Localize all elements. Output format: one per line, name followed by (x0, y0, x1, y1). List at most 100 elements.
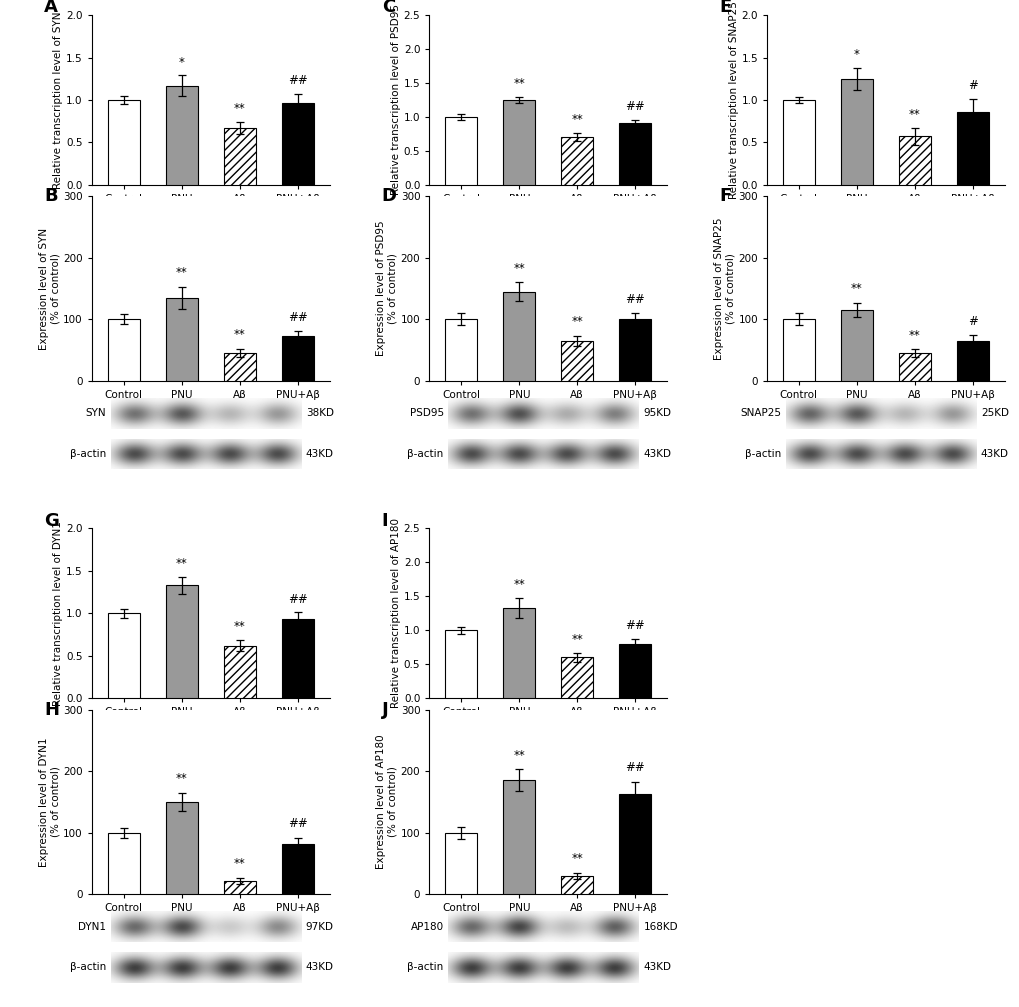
Text: **: ** (175, 772, 187, 785)
Text: ##: ## (625, 761, 644, 774)
Text: 43KD: 43KD (643, 963, 671, 973)
Text: **: ** (513, 262, 525, 275)
Text: DYN1: DYN1 (78, 921, 106, 931)
Text: **: ** (233, 102, 246, 115)
Text: E: E (718, 0, 731, 16)
Y-axis label: Expression level of SYN
(% of control): Expression level of SYN (% of control) (39, 228, 60, 349)
Bar (445, 117, 477, 184)
Text: ##: ## (287, 818, 307, 830)
Text: **: ** (233, 620, 246, 632)
Text: β-actin: β-actin (407, 449, 443, 459)
Bar (223, 128, 256, 184)
Text: **: ** (571, 315, 583, 328)
Text: *: * (178, 55, 184, 68)
Text: **: ** (908, 108, 920, 121)
Text: SNAP25: SNAP25 (740, 409, 781, 419)
Text: PSD95: PSD95 (409, 409, 443, 419)
Bar (165, 86, 198, 184)
Y-axis label: Relative transcription level of SYN: Relative transcription level of SYN (53, 11, 63, 188)
Y-axis label: Relative transcription level of SNAP25: Relative transcription level of SNAP25 (728, 1, 738, 198)
Text: SYN: SYN (86, 409, 106, 419)
Text: **: ** (513, 578, 525, 591)
Bar (840, 310, 872, 381)
Bar (898, 136, 930, 184)
Text: #: # (967, 80, 977, 93)
Bar (223, 645, 256, 698)
Bar (560, 658, 593, 698)
Bar (281, 104, 313, 184)
Text: β-actin: β-actin (407, 963, 443, 973)
Text: ##: ## (625, 619, 644, 632)
Bar (502, 608, 535, 698)
Bar (619, 319, 650, 381)
Bar (223, 353, 256, 381)
Text: I: I (381, 512, 388, 530)
Bar (560, 137, 593, 184)
Text: ##: ## (625, 293, 644, 306)
Bar (619, 643, 650, 698)
Bar (560, 340, 593, 381)
Bar (165, 298, 198, 381)
Text: 43KD: 43KD (980, 449, 1008, 459)
Text: **: ** (571, 852, 583, 865)
Text: #: # (967, 315, 977, 328)
Text: ##: ## (625, 101, 644, 114)
Y-axis label: Expression level of DYN1
(% of control): Expression level of DYN1 (% of control) (39, 737, 60, 867)
Text: ##: ## (287, 310, 307, 323)
Bar (898, 353, 930, 381)
Y-axis label: Expression level of AP180
(% of control): Expression level of AP180 (% of control) (376, 735, 397, 869)
Text: 25KD: 25KD (980, 409, 1008, 419)
Text: 97KD: 97KD (306, 921, 333, 931)
Bar (281, 336, 313, 381)
Text: β-actin: β-actin (744, 449, 781, 459)
Text: **: ** (571, 114, 583, 127)
Bar (165, 802, 198, 894)
Bar (560, 876, 593, 894)
Text: **: ** (233, 857, 246, 870)
Text: 95KD: 95KD (643, 409, 671, 419)
Bar (108, 613, 140, 698)
Bar (165, 585, 198, 698)
Text: F: F (718, 187, 731, 205)
Text: ##: ## (287, 75, 307, 88)
Bar (445, 319, 477, 381)
Text: G: G (44, 512, 59, 530)
Bar (223, 880, 256, 894)
Bar (281, 844, 313, 894)
Text: β-actin: β-actin (69, 449, 106, 459)
Text: B: B (44, 187, 58, 205)
Bar (108, 319, 140, 381)
Text: 38KD: 38KD (306, 409, 333, 419)
Bar (619, 123, 650, 184)
Text: ##: ## (287, 593, 307, 605)
Text: **: ** (513, 77, 525, 90)
Text: 43KD: 43KD (306, 963, 333, 973)
Bar (956, 112, 987, 184)
Text: β-actin: β-actin (69, 963, 106, 973)
Bar (619, 794, 650, 894)
Text: **: ** (850, 282, 862, 295)
Text: J: J (381, 701, 388, 719)
Bar (783, 319, 814, 381)
Bar (502, 780, 535, 894)
Bar (956, 340, 987, 381)
Bar (445, 630, 477, 698)
Bar (840, 79, 872, 184)
Y-axis label: Expression level of SNAP25
(% of control): Expression level of SNAP25 (% of control… (713, 218, 735, 359)
Text: *: * (853, 48, 859, 60)
Bar (108, 833, 140, 894)
Text: H: H (44, 701, 59, 719)
Text: A: A (44, 0, 58, 16)
Bar (281, 619, 313, 698)
Bar (108, 100, 140, 184)
Text: **: ** (513, 749, 525, 762)
Text: 43KD: 43KD (643, 449, 671, 459)
Bar (502, 100, 535, 184)
Text: **: ** (175, 557, 187, 570)
Text: **: ** (175, 266, 187, 279)
Y-axis label: Relative transcription level of PSD95: Relative transcription level of PSD95 (390, 4, 400, 195)
Text: 43KD: 43KD (306, 449, 333, 459)
Y-axis label: Relative transcription level of AP180: Relative transcription level of AP180 (390, 519, 400, 708)
Text: AP180: AP180 (410, 921, 443, 931)
Text: C: C (381, 0, 394, 16)
